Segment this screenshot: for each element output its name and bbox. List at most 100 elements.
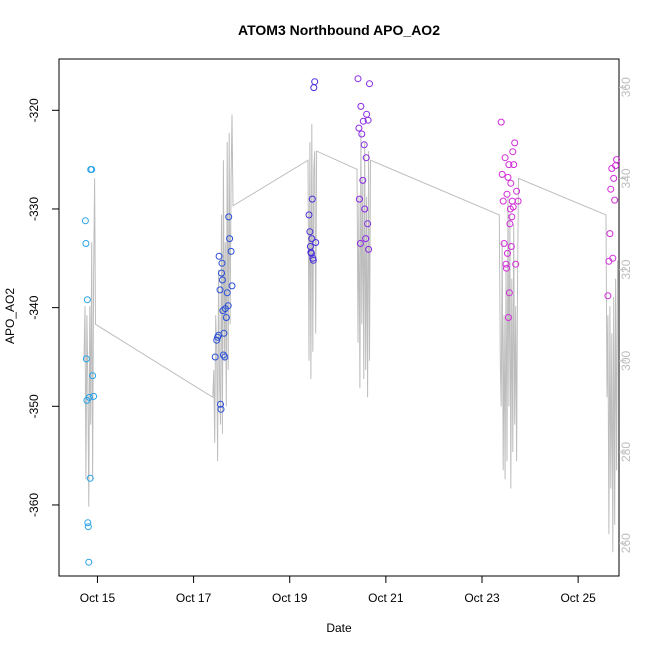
data-point: [359, 117, 367, 125]
y-tick-label: -360: [27, 493, 41, 517]
data-point: [226, 235, 234, 243]
chart-title: ATOM3 Northbound APO_AO2: [238, 22, 440, 38]
data-point: [507, 179, 515, 187]
data-point: [82, 355, 90, 363]
y2-tick-label: 260: [619, 533, 633, 553]
data-point: [309, 256, 317, 264]
data-point: [216, 286, 224, 294]
data-point: [507, 243, 515, 250]
data-point: [217, 405, 225, 413]
data-point: [227, 247, 235, 255]
bottom-axis: Oct 15 Oct 17 Oct 19 Oct 21 Oct 23 Oct 25: [80, 576, 596, 605]
data-point: [504, 314, 512, 321]
series-line-5: [83, 114, 619, 553]
data-point: [219, 351, 227, 359]
left-axis: -320 -330 -340 -350 -360: [27, 98, 59, 517]
data-point: [308, 195, 316, 203]
y2-tick-label: 360: [619, 77, 633, 97]
data-point: [503, 190, 511, 198]
data-point: [513, 187, 521, 195]
data-point: [505, 289, 513, 297]
data-point: [354, 75, 362, 83]
plot-frame: [58, 58, 620, 577]
data-point: [509, 203, 517, 211]
data-point: [510, 161, 518, 169]
data-point: [366, 80, 373, 88]
x-tick-label: Oct 23: [464, 591, 500, 605]
y-tick-label: -330: [27, 197, 41, 221]
data-point: [85, 393, 93, 401]
chart-marks: [81, 75, 621, 566]
data-point: [85, 558, 93, 566]
data-point: [215, 252, 223, 260]
data-point: [357, 102, 365, 110]
data-point: [508, 213, 516, 221]
data-point: [84, 519, 92, 527]
data-point: [361, 205, 369, 213]
data-point: [217, 400, 224, 408]
data-point: [364, 116, 372, 124]
data-point: [225, 213, 233, 221]
x-tick-label: Oct 17: [176, 591, 212, 605]
data-point: [504, 249, 511, 257]
y-tick-label: -340: [27, 295, 41, 319]
data-point: [506, 220, 514, 228]
data-point: [509, 148, 517, 156]
data-point: [611, 196, 619, 204]
data-point: [307, 249, 315, 257]
data-point: [305, 211, 313, 219]
data-point: [512, 260, 520, 268]
data-point: [223, 289, 231, 297]
data-point: [358, 130, 366, 138]
data-point: [90, 392, 98, 400]
data-point: [86, 474, 94, 482]
data-point: [306, 228, 314, 236]
data-point: [365, 245, 373, 253]
data-point: [228, 282, 236, 290]
data-point: [500, 240, 508, 247]
data-point: [311, 78, 319, 86]
data-point: [84, 523, 92, 531]
y-axis-label: APO_AO2: [3, 288, 17, 344]
data-point: [81, 217, 89, 225]
data-point: [218, 269, 225, 277]
data-point: [218, 276, 226, 284]
data-point: [218, 259, 226, 267]
data-point: [504, 173, 512, 181]
data-point: [312, 239, 320, 246]
data-point: [613, 156, 621, 164]
data-point: [88, 166, 96, 173]
data-point: [501, 154, 509, 162]
data-point: [362, 154, 370, 162]
y2-tick-label: 300: [619, 350, 633, 370]
data-point: [355, 124, 363, 132]
data-point: [604, 292, 612, 300]
x-tick-label: Oct 21: [368, 591, 404, 605]
data-point: [362, 235, 370, 243]
x-tick-label: Oct 15: [80, 591, 116, 605]
data-point: [498, 170, 506, 178]
y2-tick-label: 320: [619, 259, 633, 279]
data-point: [364, 220, 372, 228]
data-point: [89, 372, 97, 380]
data-point: [497, 118, 505, 126]
data-point: [606, 230, 614, 238]
data-point: [508, 197, 516, 205]
data-point: [499, 197, 507, 205]
data-point: [308, 235, 316, 243]
data-point: [310, 84, 318, 92]
data-point: [511, 139, 519, 147]
data-point: [220, 329, 228, 337]
data-point: [503, 264, 510, 272]
y2-tick-label: 280: [619, 442, 633, 462]
data-point: [360, 141, 368, 149]
y-tick-label: -350: [27, 394, 41, 418]
data-point: [514, 197, 522, 205]
data-point: [610, 174, 618, 182]
x-tick-label: Oct 19: [272, 591, 308, 605]
y2-tick-label: 340: [619, 168, 633, 188]
data-point: [211, 353, 219, 361]
data-point: [221, 353, 229, 361]
x-axis-label: Date: [326, 621, 352, 635]
